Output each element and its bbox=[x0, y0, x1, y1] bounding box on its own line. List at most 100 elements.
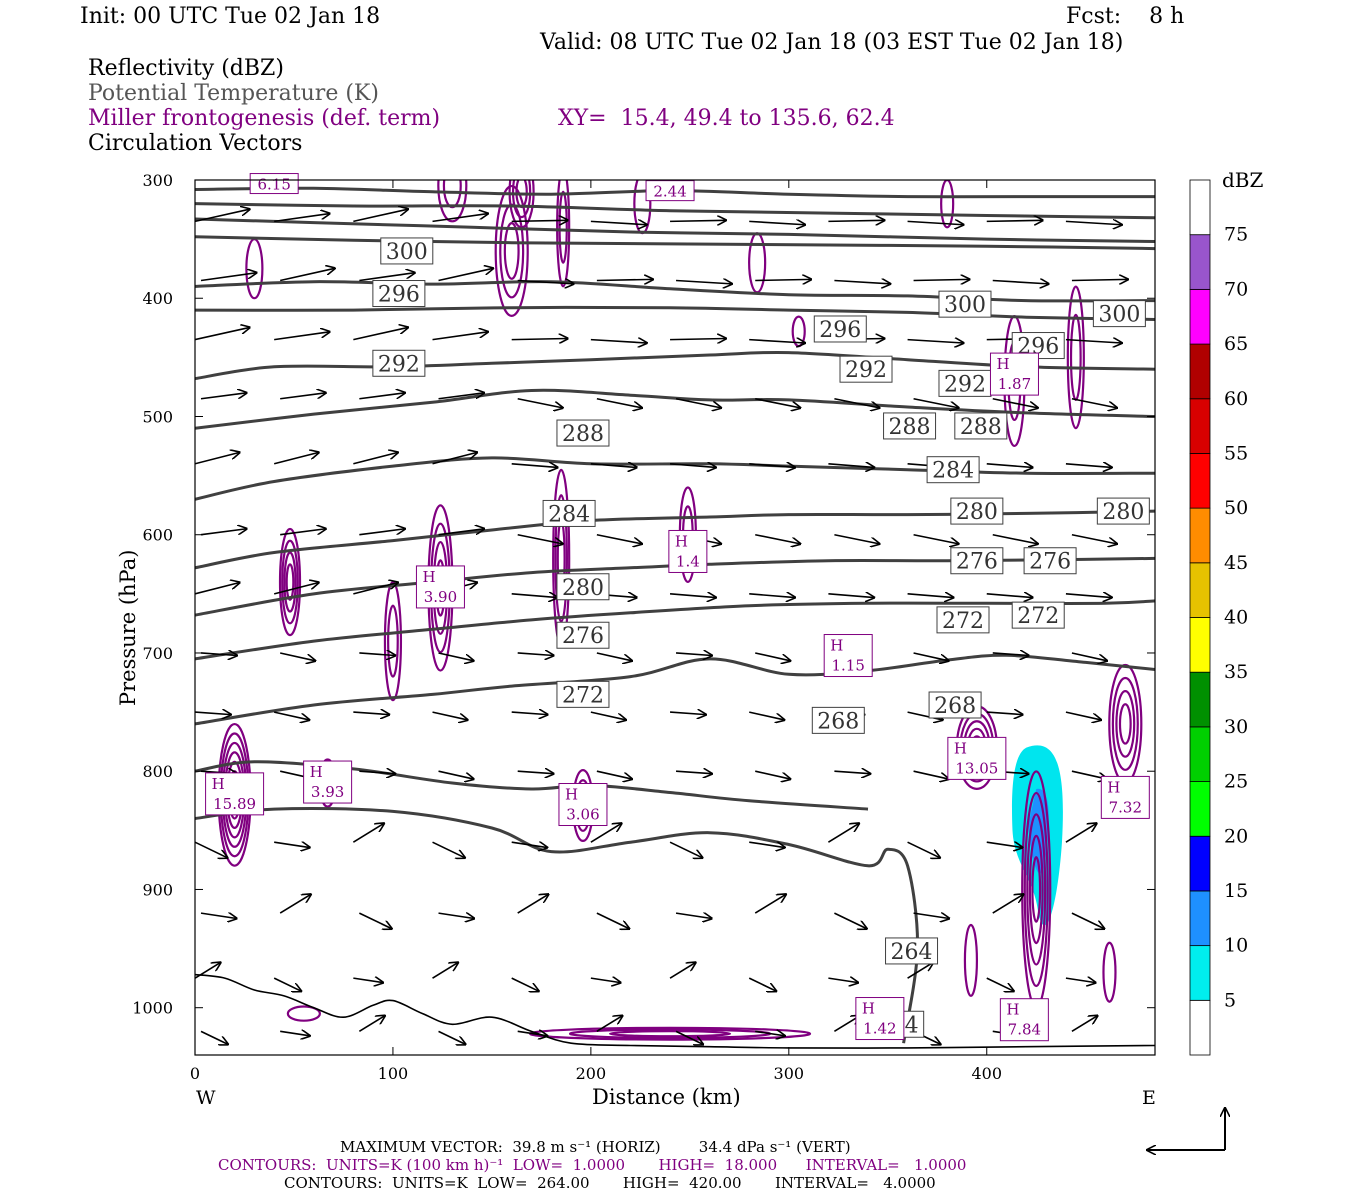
svg-text:1.4: 1.4 bbox=[676, 552, 700, 570]
circulation-vector bbox=[1071, 279, 1128, 280]
circulation-vector bbox=[195, 582, 240, 595]
circulation-vector bbox=[596, 533, 642, 544]
circulation-vector bbox=[986, 594, 1033, 598]
circulation-vector bbox=[438, 268, 494, 282]
theta-label: 268 bbox=[811, 706, 865, 734]
svg-text:276: 276 bbox=[1029, 550, 1071, 575]
svg-text:288: 288 bbox=[960, 415, 1002, 440]
circulation-vector bbox=[755, 397, 800, 408]
colorbar-swatch bbox=[1189, 999, 1211, 1056]
frontogenesis-contour bbox=[1026, 813, 1047, 966]
colorbar-label: 5 bbox=[1224, 989, 1236, 1011]
frontogenesis-contour bbox=[1023, 791, 1049, 988]
circulation-vector bbox=[755, 770, 790, 779]
circulation-vector bbox=[353, 327, 408, 341]
svg-text:276: 276 bbox=[956, 550, 998, 575]
frontogenesis-contour bbox=[278, 527, 302, 637]
colorbar-label: 20 bbox=[1224, 825, 1248, 847]
frontogenesis-contour bbox=[503, 222, 520, 280]
svg-text:292: 292 bbox=[845, 358, 887, 383]
frontogenesis-contour bbox=[1069, 313, 1082, 401]
svg-text:H: H bbox=[954, 739, 967, 757]
circulation-vector bbox=[195, 327, 250, 341]
circulation-vector bbox=[200, 1030, 228, 1044]
colorbar-swatch bbox=[1189, 507, 1211, 564]
colorbar-swatch bbox=[1189, 617, 1211, 673]
svg-text:7.32: 7.32 bbox=[1109, 798, 1142, 816]
x-tick-label: 400 bbox=[971, 1064, 1002, 1083]
circulation-vector bbox=[669, 841, 702, 858]
circulation-vector bbox=[432, 841, 465, 858]
colorbar-swatch bbox=[1189, 179, 1211, 236]
circulation-vector bbox=[834, 397, 879, 408]
y-tick-label: 900 bbox=[142, 880, 173, 899]
circulation-vector bbox=[907, 711, 943, 720]
circulation-vector bbox=[273, 452, 319, 465]
svg-text:272: 272 bbox=[562, 683, 604, 708]
circulation-vector bbox=[828, 594, 874, 598]
circulation-vector bbox=[353, 452, 398, 465]
theta-label: 300 bbox=[380, 237, 434, 265]
circulation-vector bbox=[432, 214, 488, 223]
circulation-vector bbox=[828, 978, 858, 982]
circulation-vector bbox=[676, 281, 732, 284]
frontogenesis-contour bbox=[437, 180, 468, 223]
colorbar-label: 30 bbox=[1224, 716, 1248, 738]
circulation-vector bbox=[517, 397, 563, 408]
circulation-vector bbox=[755, 279, 811, 280]
colorbar-swatch bbox=[1189, 343, 1211, 400]
svg-text:288: 288 bbox=[889, 415, 931, 440]
svg-text:296: 296 bbox=[819, 318, 861, 343]
colorbar-label: 25 bbox=[1224, 771, 1248, 793]
init-time: Init: 00 UTC Tue 02 Jan 18 bbox=[80, 4, 381, 29]
circulation-vector bbox=[359, 653, 395, 656]
y-tick-label: 400 bbox=[142, 289, 173, 308]
theta-contour-300 bbox=[195, 217, 1155, 243]
svg-text:H: H bbox=[565, 786, 578, 804]
circulation-vector bbox=[755, 1031, 785, 1035]
circulation-vector bbox=[828, 220, 884, 221]
circulation-vector bbox=[907, 221, 964, 224]
circulation-vector bbox=[827, 823, 859, 843]
circulation-vector bbox=[834, 912, 866, 929]
svg-text:H: H bbox=[830, 637, 843, 655]
svg-text:3.06: 3.06 bbox=[566, 806, 599, 824]
svg-text:7.84: 7.84 bbox=[1008, 1021, 1041, 1039]
colorbar-swatch bbox=[1189, 562, 1211, 618]
colorbar-swatch bbox=[1189, 726, 1211, 782]
frontogenesis-max-label: H 3.06 bbox=[558, 783, 608, 827]
svg-text:1.15: 1.15 bbox=[831, 657, 864, 675]
circulation-vector bbox=[834, 533, 879, 544]
circulation-vector bbox=[1065, 978, 1096, 982]
svg-text:292: 292 bbox=[378, 352, 420, 377]
circulation-vector bbox=[273, 977, 301, 991]
colorbar-swatch bbox=[1189, 453, 1211, 509]
theta-label: 292 bbox=[938, 369, 992, 397]
colorbar-swatch bbox=[1189, 234, 1211, 290]
circulation-vector bbox=[1065, 823, 1097, 843]
circulation-vector bbox=[986, 977, 1014, 991]
circulation-vector bbox=[907, 340, 964, 343]
circulation-vector bbox=[986, 712, 1023, 715]
colorbar-label: 45 bbox=[1224, 552, 1248, 574]
frontogenesis-contour bbox=[387, 604, 399, 678]
svg-text:H: H bbox=[1006, 1001, 1019, 1019]
frontogenesis-max-label: H 1.4 bbox=[668, 529, 708, 573]
circulation-vector bbox=[596, 279, 653, 280]
colorbar-swatch bbox=[1189, 288, 1211, 345]
frontogenesis-contour bbox=[1031, 856, 1042, 923]
circulation-vector bbox=[438, 1030, 466, 1044]
colorbar-swatch bbox=[1189, 398, 1211, 454]
circulation-vector bbox=[834, 281, 890, 284]
y-tick-label: 500 bbox=[142, 407, 173, 426]
circulation-vector bbox=[675, 771, 712, 774]
theta-contour-284 bbox=[195, 456, 1155, 501]
circulation-vector bbox=[992, 533, 1038, 544]
frontogenesis-contour bbox=[1111, 676, 1139, 771]
circulation-vector bbox=[432, 962, 459, 979]
circulation-vector bbox=[438, 529, 485, 536]
circulation-vector bbox=[432, 332, 488, 341]
frontogenesis-contour bbox=[940, 180, 955, 229]
frontogenesis-max-label: H 1.42 bbox=[855, 997, 905, 1041]
frontogenesis-max-label: H 7.84 bbox=[999, 998, 1049, 1042]
